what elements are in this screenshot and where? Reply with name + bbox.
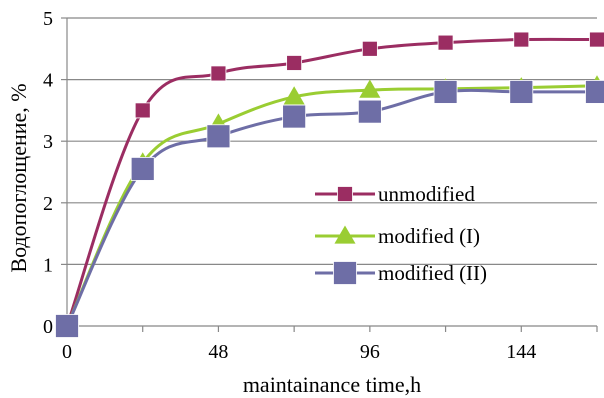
series-line — [65, 84, 598, 327]
y-tick-label: 3 — [43, 131, 53, 153]
y-tick-label: 4 — [43, 70, 53, 92]
series-line — [65, 88, 597, 327]
legend-label: modified (I) — [378, 224, 480, 248]
y-tick-label: 1 — [43, 254, 53, 276]
y-axis-title: Водопоглощение, % — [6, 83, 31, 272]
data-point — [589, 31, 604, 48]
data-point — [206, 124, 231, 149]
data-point — [357, 99, 382, 124]
legend: unmodified modified (I) modified (II) — [315, 182, 487, 285]
data-point — [282, 104, 307, 129]
y-tick-label: 0 — [43, 316, 53, 338]
legend-label: unmodified — [378, 182, 475, 206]
legend-swatch-marker — [333, 261, 357, 285]
data-point — [585, 80, 604, 104]
data-point — [130, 157, 155, 181]
data-point — [437, 34, 454, 51]
x-axis-title: maintainance time,h — [243, 372, 421, 397]
series-markers — [55, 31, 604, 338]
data-point — [359, 79, 381, 98]
data-point — [286, 55, 303, 71]
legend-swatch-marker — [337, 186, 353, 202]
data-point — [134, 102, 151, 119]
y-tick-label: 5 — [43, 8, 53, 30]
data-point — [210, 65, 227, 82]
data-point — [433, 80, 458, 104]
gridlines — [67, 17, 597, 265]
data-point — [509, 80, 534, 104]
legend-label: modified (II) — [378, 261, 487, 285]
data-point — [513, 31, 530, 48]
x-tick-label: 144 — [506, 341, 536, 363]
legend-swatch-marker — [334, 225, 356, 244]
data-point — [283, 86, 305, 105]
axes — [61, 17, 598, 332]
y-tick-label: 2 — [43, 193, 53, 215]
x-tick-label: 96 — [360, 341, 380, 363]
tick-labels: 0 1 2 3 4 5 0 48 96 144 — [43, 8, 536, 363]
data-point — [55, 314, 79, 338]
x-tick-label: 48 — [208, 341, 228, 363]
x-tick-label: 0 — [62, 341, 72, 363]
data-point — [361, 40, 378, 57]
